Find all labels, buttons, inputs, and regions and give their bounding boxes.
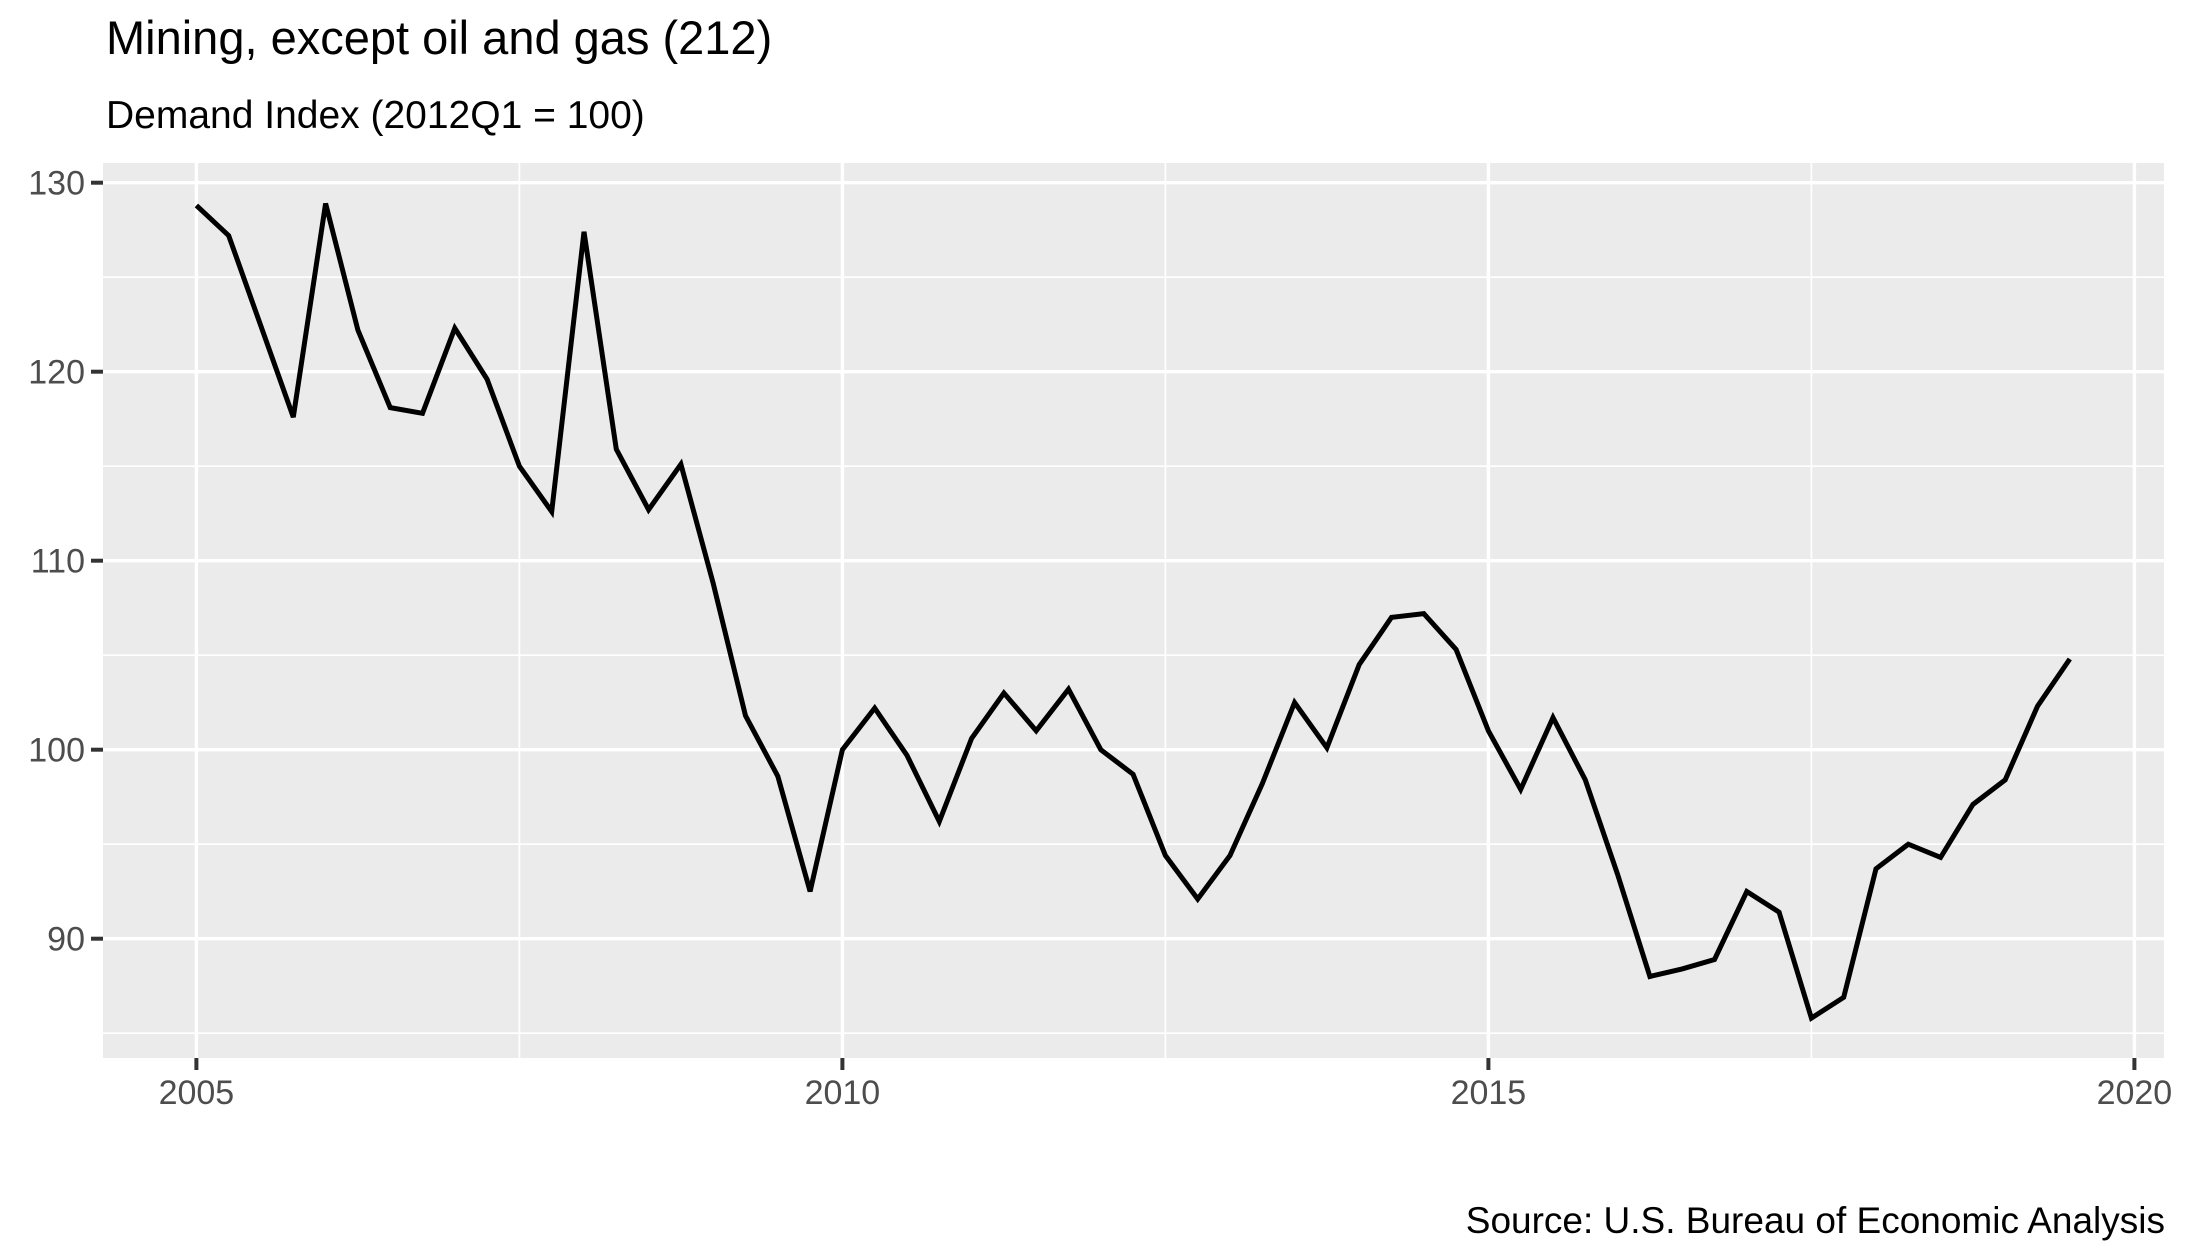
y-axis-label: 120 (28, 354, 85, 392)
y-axis-label: 130 (28, 165, 85, 203)
y-axis-label: 100 (28, 732, 85, 770)
y-axis-label: 90 (47, 921, 85, 959)
plot-panel (103, 163, 2164, 1058)
chart-subtitle: Demand Index (2012Q1 = 100) (106, 94, 645, 137)
y-axis-label: 110 (31, 543, 85, 581)
x-axis-label: 2005 (159, 1074, 235, 1112)
chart-title: Mining, except oil and gas (212) (106, 11, 773, 64)
source-caption: Source: U.S. Bureau of Economic Analysis (1465, 1200, 2165, 1241)
x-axis-label: 2020 (2097, 1074, 2173, 1112)
demand-index-line (194, 202, 2072, 1022)
x-axis-label: 2010 (805, 1074, 881, 1112)
x-axis-label: 2015 (1451, 1074, 1527, 1112)
